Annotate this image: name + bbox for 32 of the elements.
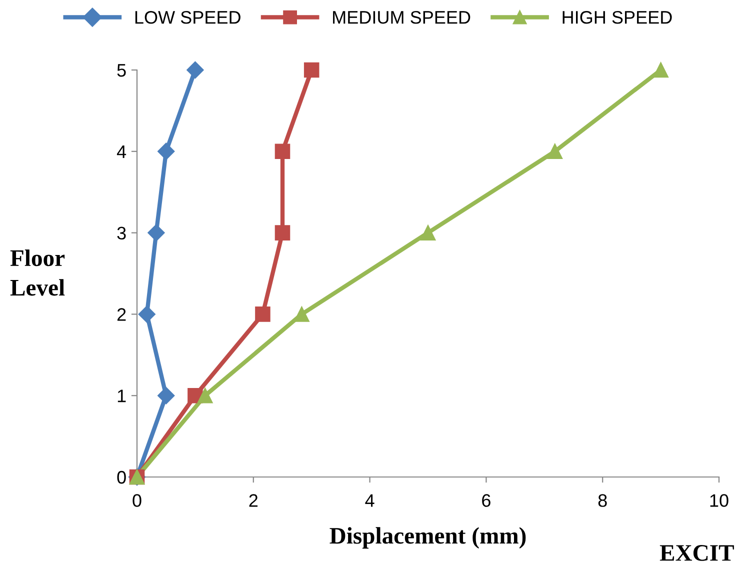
point	[148, 224, 165, 242]
legend-label: MEDIUM SPEED	[333, 10, 470, 24]
legend-label: HIGH SPEED	[562, 10, 672, 24]
point	[304, 62, 320, 78]
x-tick-label: 8	[598, 494, 607, 507]
y-tick-label: 4	[116, 146, 126, 158]
point	[255, 306, 270, 322]
point	[197, 388, 213, 404]
x-tick-label: 0	[132, 494, 142, 507]
point	[547, 144, 563, 160]
x-tick-label: 2	[249, 494, 258, 507]
point	[138, 306, 156, 323]
y-tick-label: 5	[117, 64, 126, 77]
y-tick-label: 3	[117, 226, 126, 240]
y-axis-title: Floor Level	[10, 249, 65, 296]
point	[274, 225, 290, 240]
x-tick-label: 10	[710, 494, 728, 507]
point	[274, 144, 290, 160]
point	[158, 142, 175, 160]
text: EXCIT	[660, 545, 734, 561]
y-tick-label: 0	[117, 470, 126, 484]
y-tick-label: 2	[117, 308, 126, 321]
x-tick-label: 4	[365, 494, 374, 507]
y-tick-label: 1	[118, 390, 126, 402]
x-axis-title: Displacement (mm)	[330, 527, 526, 549]
point	[294, 306, 310, 322]
point	[186, 61, 204, 79]
point	[420, 225, 436, 240]
legend-label: LOW SPEED	[135, 10, 240, 24]
point	[653, 62, 668, 78]
x-tick-label: 6	[482, 494, 490, 507]
point	[158, 387, 175, 404]
